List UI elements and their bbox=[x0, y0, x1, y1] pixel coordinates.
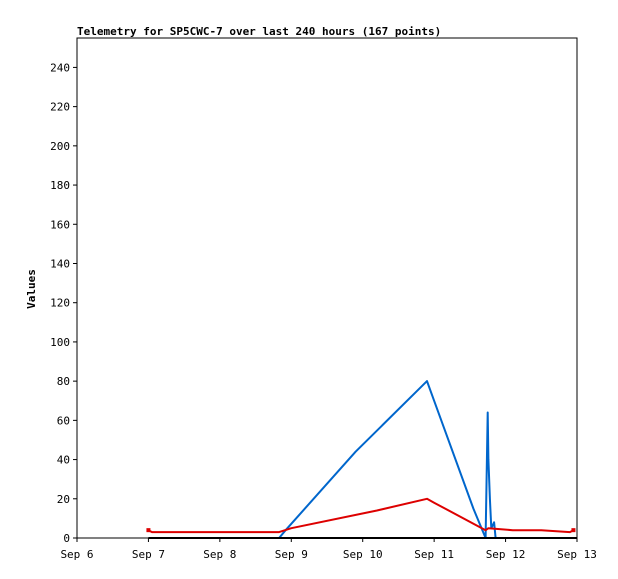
plot-frame bbox=[76, 37, 578, 539]
chart-title: Telemetry for SP5CWC-7 over last 240 hou… bbox=[77, 25, 441, 38]
x-tick-label: Sep 6 bbox=[60, 548, 93, 561]
y-tick-label: 0 bbox=[63, 532, 70, 545]
y-tick-label: 100 bbox=[50, 336, 70, 349]
series-point bbox=[571, 528, 576, 533]
y-tick-label: 200 bbox=[50, 140, 70, 153]
x-tick-label: Sep 8 bbox=[203, 548, 236, 561]
x-tick-label: Sep 9 bbox=[275, 548, 308, 561]
x-axis: Sep 6 Sep 7 Sep 8 Sep 9 Sep 10 Sep 11 Sep 12 Se… bbox=[60, 538, 597, 561]
series-line-1 bbox=[278, 380, 497, 539]
y-tick-label: 40 bbox=[57, 454, 70, 467]
y-tick-label: 240 bbox=[50, 61, 70, 74]
series-line-2 bbox=[147, 497, 574, 534]
x-tick-label: Sep 10 bbox=[343, 548, 383, 561]
x-tick-label: Sep 11 bbox=[414, 548, 454, 561]
y-axis: 0 20 40 60 80 100 120 140 160 180 200 220 240 bbox=[50, 61, 77, 545]
x-tick-label: Sep 12 bbox=[486, 548, 526, 561]
series-point bbox=[146, 528, 151, 533]
y-tick-label: 180 bbox=[50, 179, 70, 192]
y-tick-label: 160 bbox=[50, 218, 70, 231]
x-tick-label: Sep 13 bbox=[557, 548, 597, 561]
y-axis-label: Values bbox=[25, 269, 38, 309]
y-tick-label: 220 bbox=[50, 101, 70, 114]
y-tick-label: 20 bbox=[57, 493, 70, 506]
y-tick-label: 60 bbox=[57, 414, 70, 427]
x-tick-label: Sep 7 bbox=[132, 548, 165, 561]
y-tick-label: 140 bbox=[50, 257, 70, 270]
series-group bbox=[146, 380, 577, 539]
y-tick-label: 120 bbox=[50, 297, 70, 310]
y-tick-label: 80 bbox=[57, 375, 70, 388]
